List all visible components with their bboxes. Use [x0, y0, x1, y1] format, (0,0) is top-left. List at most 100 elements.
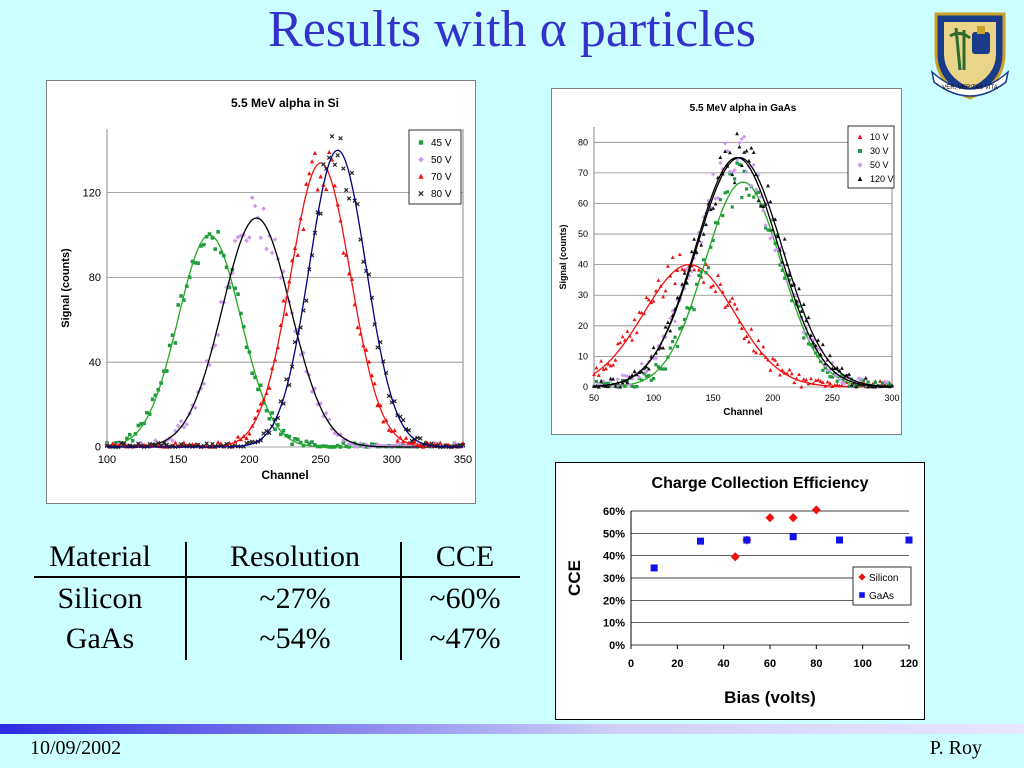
data-point	[366, 359, 372, 364]
data-point	[682, 268, 687, 272]
title-prefix: Results with	[268, 1, 540, 58]
data-point	[401, 439, 406, 444]
data-point	[661, 294, 666, 299]
cce-chart: Charge Collection Efficiency 0% 10% 20% 30% 4…	[565, 475, 918, 707]
slide-title: Results with α particles	[0, 0, 1024, 62]
data-point	[830, 375, 834, 379]
data-point	[787, 278, 792, 282]
data-point	[604, 366, 608, 371]
data-point	[797, 304, 801, 309]
data-point	[754, 350, 759, 355]
data-point	[170, 333, 175, 338]
data-point	[704, 222, 708, 227]
data-point	[173, 440, 178, 445]
data-point	[871, 384, 875, 389]
fit-curve	[593, 263, 892, 388]
data-point	[727, 169, 732, 174]
data-point	[651, 345, 656, 350]
fit-curve	[593, 156, 893, 388]
data-point	[618, 340, 623, 345]
data-point	[847, 372, 852, 376]
data-point	[826, 370, 830, 374]
data-point	[792, 380, 797, 385]
legend-box	[852, 566, 912, 606]
data-point	[801, 377, 806, 381]
data-point	[787, 367, 792, 372]
data-point	[816, 338, 821, 342]
legend-label: 120 V	[870, 174, 894, 184]
data-point	[740, 195, 744, 200]
data-point	[905, 536, 913, 544]
data-point	[685, 306, 689, 310]
y-tick-label: 120	[83, 187, 101, 199]
data-point	[247, 431, 252, 436]
data-point	[836, 536, 843, 544]
data-point	[310, 440, 314, 444]
fit-curve	[593, 156, 893, 388]
data-point	[329, 134, 335, 139]
legend-marker	[858, 573, 866, 581]
data-point	[207, 232, 212, 236]
data-point	[749, 183, 754, 188]
data-point	[699, 242, 704, 247]
data-point	[797, 372, 801, 377]
data-point	[341, 166, 346, 171]
data-point	[270, 411, 274, 415]
row-silicon-resolution: ~27%	[259, 582, 331, 615]
data-point	[284, 377, 289, 382]
data-point	[704, 271, 708, 275]
data-point	[241, 324, 246, 329]
row-silicon-cce: ~60%	[429, 582, 501, 615]
data-point	[771, 218, 775, 222]
legend-label: 80 V	[431, 189, 452, 200]
data-point	[596, 381, 601, 387]
data-point	[372, 381, 377, 386]
data-point	[139, 422, 143, 426]
y-tick-label: 40%	[603, 551, 625, 563]
data-point	[782, 236, 787, 241]
y-tick-label: 60	[578, 198, 588, 208]
data-point	[842, 375, 847, 380]
data-point	[615, 341, 620, 346]
summary-table: Material Resolution CCE Silicon ~27% ~60…	[30, 534, 525, 664]
data-point	[716, 273, 720, 278]
data-point	[179, 294, 183, 298]
data-point	[732, 168, 737, 173]
data-point	[744, 148, 749, 153]
legend-label: 50 V	[431, 155, 452, 166]
data-point	[818, 379, 823, 383]
data-point	[764, 226, 768, 230]
y-tick-label: 10%	[603, 618, 625, 630]
data-point	[161, 441, 167, 446]
data-point	[412, 439, 417, 444]
data-point	[635, 384, 639, 389]
data-point	[210, 236, 215, 240]
data-point	[652, 376, 656, 381]
data-point	[261, 401, 266, 405]
data-point	[318, 174, 323, 179]
data-point	[181, 440, 187, 445]
data-point	[165, 369, 169, 373]
data-point	[335, 153, 340, 158]
data-point	[273, 427, 277, 432]
data-point	[338, 136, 343, 141]
data-point	[775, 362, 780, 366]
data-point	[770, 234, 775, 239]
data-point	[684, 266, 690, 271]
data-point	[735, 306, 739, 311]
data-point	[758, 203, 763, 208]
data-point	[615, 377, 620, 382]
y-tick-label: 40	[89, 357, 101, 369]
data-point	[744, 170, 749, 175]
data-point	[632, 317, 637, 322]
data-point	[625, 329, 630, 333]
data-point	[756, 190, 761, 194]
data-point	[756, 338, 761, 343]
data-point	[119, 444, 124, 448]
legend-marker	[418, 140, 424, 145]
data-point	[692, 256, 697, 261]
data-point	[744, 187, 749, 191]
data-point	[307, 171, 312, 176]
data-point	[837, 376, 842, 381]
data-point	[820, 380, 825, 385]
